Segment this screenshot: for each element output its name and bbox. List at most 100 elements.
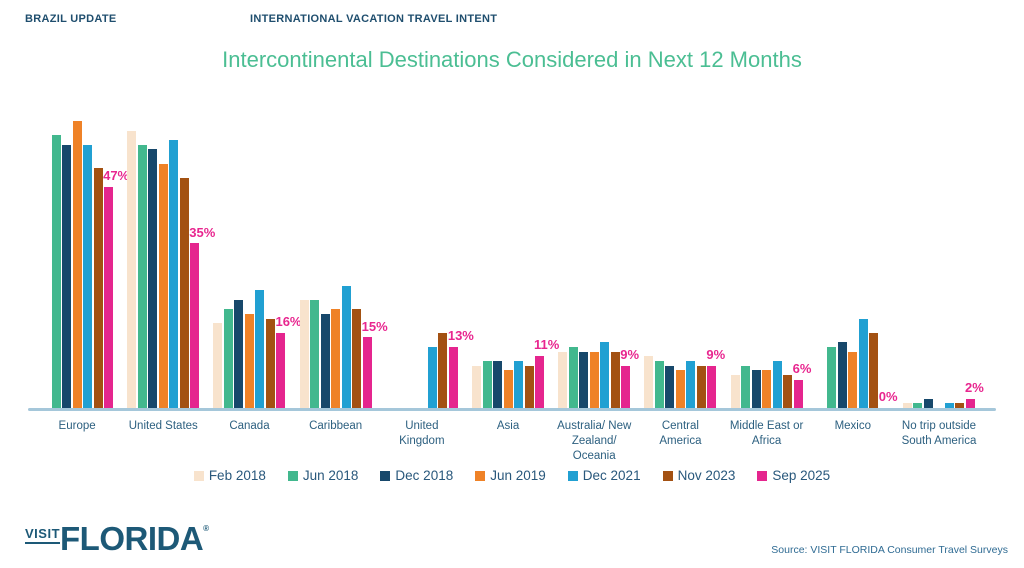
- bar-dec-2018: [579, 352, 589, 408]
- bar-slot: [913, 106, 923, 408]
- bar-dec-2018: [923, 399, 933, 408]
- bar-slot: 13%: [448, 106, 474, 408]
- bar-slot: [869, 106, 879, 408]
- data-label: 11%: [534, 337, 560, 353]
- bar-slot: [568, 106, 578, 408]
- bar-dec-2021: [944, 403, 954, 408]
- bar-dec-2021: [83, 145, 93, 408]
- category-label: Central America: [659, 420, 702, 447]
- bar-slot: [265, 106, 275, 408]
- bar-group: 0%: [810, 106, 898, 408]
- legend-item: Dec 2018: [380, 468, 453, 483]
- bar-nov-2023: [955, 403, 965, 408]
- bar-slot: [244, 106, 254, 408]
- legend-label: Dec 2021: [582, 468, 641, 483]
- bar-slot: [772, 106, 782, 408]
- bar-slot: [341, 106, 351, 408]
- category-label: United States: [128, 420, 198, 432]
- bar-dec-2018: [493, 361, 503, 408]
- bar-jun-2019: [331, 309, 341, 408]
- legend-item: Jun 2018: [287, 468, 358, 483]
- data-label: 9%: [706, 346, 726, 362]
- bar-slot: [396, 106, 405, 408]
- bar-slot: [51, 106, 61, 408]
- bar-slot: [386, 106, 395, 408]
- bar-slot: [923, 106, 933, 408]
- legend-swatch-icon: [567, 470, 578, 481]
- bar-group: 11%: [465, 106, 559, 408]
- bar-dec-2018: [234, 300, 244, 408]
- bar-slot: [493, 106, 503, 408]
- data-label: 47%: [103, 168, 130, 184]
- bar-slot: [902, 106, 912, 408]
- bar-jun-2018: [913, 403, 923, 408]
- bar-sep-2025: [793, 380, 803, 408]
- bar-group: 16%: [206, 106, 302, 408]
- bar-jun-2018: [654, 361, 664, 408]
- chart-plot-area: 47% 35% 16% 15% 13% 11% 9% 9% 6% 0% 2%: [28, 106, 996, 408]
- bar-nov-2023: [783, 375, 793, 408]
- bar-sep-2025: [190, 243, 200, 408]
- bar-jun-2018: [482, 361, 492, 408]
- bar-slot: [179, 106, 189, 408]
- bar-slot: [955, 106, 965, 408]
- bar-slot: [514, 106, 524, 408]
- bar-group: 47%: [34, 106, 129, 408]
- bar-feb-2018: [299, 300, 309, 408]
- bar-slot: 47%: [103, 106, 129, 408]
- legend-swatch-icon: [475, 470, 486, 481]
- data-label: 16%: [275, 313, 302, 329]
- bar-slot: [610, 106, 620, 408]
- bar-sep-2025: [362, 337, 372, 408]
- bar-slot: [41, 106, 50, 408]
- bar-slot: [438, 106, 448, 408]
- bar-slot: [93, 106, 103, 408]
- legend-swatch-icon: [287, 470, 298, 481]
- data-label: 35%: [189, 224, 216, 240]
- legend-item: Feb 2018: [193, 468, 266, 483]
- bar-group: 2%: [896, 106, 984, 408]
- legend-item: Jun 2019: [475, 468, 546, 483]
- slide-tag-brazil-update: BRAZIL UPDATE: [25, 13, 117, 25]
- bar-slot: [137, 106, 147, 408]
- bar-slot: [751, 106, 761, 408]
- bar-feb-2018: [558, 352, 568, 408]
- bar-group: 15%: [293, 106, 388, 408]
- legend-swatch-icon: [662, 470, 673, 481]
- bar-slot: [213, 106, 223, 408]
- bar-slot: [503, 106, 513, 408]
- bar-nov-2023: [438, 333, 448, 408]
- bar-slot: [686, 106, 696, 408]
- category-label: No trip outside South America: [901, 420, 977, 447]
- bar-group: 6%: [724, 106, 812, 408]
- bar-slot: [331, 106, 341, 408]
- bar-sep-2025: [104, 187, 114, 408]
- bar-nov-2023: [696, 366, 706, 408]
- bar-jun-2018: [137, 145, 147, 408]
- bar-group: 9%: [551, 106, 639, 408]
- bar-slot: 16%: [275, 106, 302, 408]
- bar-slot: [654, 106, 664, 408]
- bar-jun-2019: [244, 314, 254, 408]
- bar-dec-2021: [686, 361, 696, 408]
- bar-dec-2021: [858, 319, 868, 408]
- bar-slot: [417, 106, 426, 408]
- bar-slot: [579, 106, 589, 408]
- bar-slot: 2%: [965, 106, 984, 408]
- bar-slot: [148, 106, 158, 408]
- legend-item: Sep 2025: [757, 468, 830, 483]
- category-label: United Kingdom: [399, 420, 445, 447]
- bar-slot: [234, 106, 244, 408]
- bar-slot: [817, 106, 826, 408]
- bar-slot: [741, 106, 751, 408]
- bar-nov-2023: [524, 366, 534, 408]
- bar-slot: [62, 106, 72, 408]
- bar-slot: [482, 106, 492, 408]
- data-label: 15%: [361, 318, 388, 334]
- data-label: 6%: [792, 360, 812, 376]
- legend-item: Dec 2021: [567, 468, 641, 483]
- bar-slot: 15%: [362, 106, 388, 408]
- x-axis-line: [28, 408, 996, 411]
- bar-slot: [783, 106, 793, 408]
- bar-slot: [696, 106, 706, 408]
